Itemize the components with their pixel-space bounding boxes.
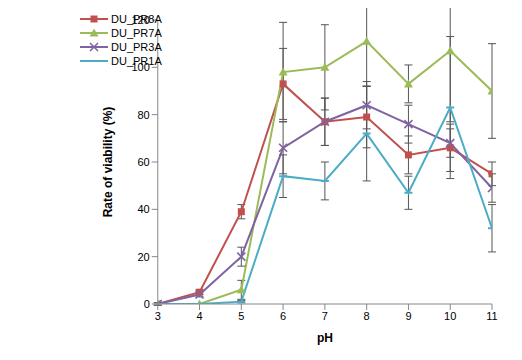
svg-text:4: 4	[196, 310, 202, 322]
svg-text:80: 80	[138, 109, 150, 121]
svg-text:pH: pH	[317, 331, 333, 345]
svg-text:10: 10	[444, 310, 456, 322]
svg-text:7: 7	[322, 310, 328, 322]
svg-text:5: 5	[238, 310, 244, 322]
svg-text:20: 20	[138, 251, 150, 263]
svg-text:120: 120	[131, 14, 149, 26]
svg-text:3: 3	[155, 310, 161, 322]
svg-text:9: 9	[405, 310, 411, 322]
svg-text:8: 8	[364, 310, 370, 322]
svg-text:100: 100	[131, 61, 149, 73]
svg-text:Rate of viability (%): Rate of viability (%)	[101, 107, 115, 218]
svg-text:60: 60	[138, 156, 150, 168]
svg-text:11: 11	[486, 310, 497, 322]
svg-text:0: 0	[144, 298, 150, 310]
svg-text:40: 40	[138, 203, 150, 215]
svg-text:6: 6	[280, 310, 286, 322]
